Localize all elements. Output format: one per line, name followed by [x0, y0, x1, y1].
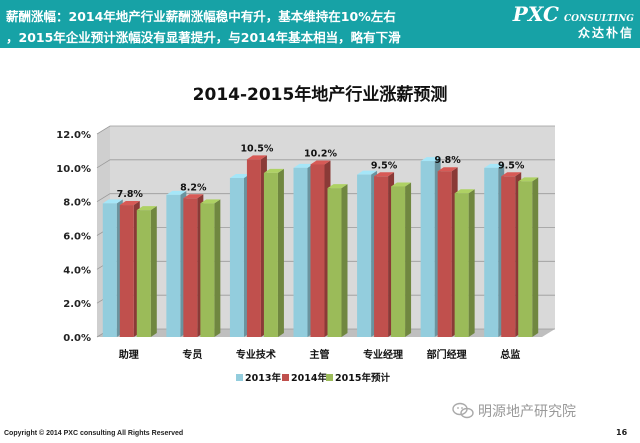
legend-label-2013年: 2013年 — [245, 372, 281, 384]
header-text-2: ，2015年企业预计涨幅没有显著提升，与2014年基本相当，略有下滑 — [6, 30, 401, 45]
bar-2015年预计-部门经理 — [454, 193, 469, 337]
bar-chart: 0.0% 2.0% 4.0% 6.0% 8.0% 10.0% 12.0% 7.8% 助理 8.2%… — [56, 125, 555, 384]
y-tick-label: 4.0% — [63, 265, 91, 276]
bar-2013年-部门经理 — [420, 161, 435, 337]
gridline — [96, 125, 555, 135]
watermark-text: 明源地产研究院 — [478, 404, 576, 420]
y-tick-label: 0.0% — [63, 333, 91, 344]
bar-top-2014年 — [437, 167, 458, 172]
gridline — [96, 159, 555, 169]
bar-2014年-总监 — [501, 176, 516, 337]
data-label: 10.5% — [240, 143, 273, 154]
y-tick-label: 2.0% — [63, 299, 91, 310]
header-topic: 薪酬涨幅： — [6, 9, 69, 24]
legend-label-2014年: 2014年 — [291, 372, 327, 384]
bar-2014年-专业经理 — [374, 176, 389, 337]
bar-top-2013年 — [293, 163, 314, 168]
bar-top-2014年 — [310, 160, 331, 165]
data-label: 9.5% — [371, 160, 398, 171]
page-number: 16 — [616, 428, 628, 437]
company-logo: PXC CONSULTING 众达朴信 — [504, 3, 634, 45]
data-label: 9.8% — [434, 155, 461, 166]
x-category-label: 助理 — [119, 348, 139, 361]
bar-top-2015年预计 — [391, 182, 412, 187]
legend-swatch-2015年预计 — [326, 374, 333, 381]
x-category-label: 部门经理 — [427, 348, 467, 361]
bar-2015年预计-专业经理 — [391, 186, 406, 337]
bar-top-2013年 — [102, 199, 123, 204]
x-category-label: 专员 — [182, 348, 202, 361]
y-tick-label: 12.0% — [56, 130, 91, 141]
bar-side-2015年预计 — [468, 189, 475, 337]
bar-top-2013年 — [166, 190, 187, 195]
bar-2013年-总监 — [484, 167, 499, 337]
bar-2014年-主管 — [310, 164, 325, 337]
bar-2013年-专业技术 — [229, 177, 244, 337]
bar-side-2015年预计 — [405, 182, 412, 337]
bar-2015年预计-助理 — [136, 210, 151, 337]
bar-side-2015年预计 — [532, 177, 539, 337]
y-tick-label: 6.0% — [63, 232, 91, 243]
bar-top-2014年 — [119, 201, 140, 206]
header-text-1: 2014年地产行业薪酬涨幅稳中有升，基本维持在10%左右 — [68, 9, 396, 24]
legend-swatch-2013年 — [236, 374, 243, 381]
bar-2015年预计-主管 — [327, 188, 342, 337]
data-label: 10.2% — [304, 148, 337, 159]
bar-top-2015年预计 — [327, 184, 348, 189]
watermark: 明源地产研究院 — [452, 400, 632, 422]
chart-title: 2014-2015年地产行业涨薪预测 — [192, 85, 448, 105]
logo-chinese-text: 众达朴信 — [577, 26, 634, 40]
bar-2014年-专业技术 — [246, 159, 261, 337]
bar-top-2014年 — [246, 155, 267, 160]
bar-top-2015年预计 — [263, 168, 284, 173]
bar-side-2015年预计 — [341, 184, 348, 337]
bar-2013年-主管 — [293, 167, 308, 337]
y-tick-label: 8.0% — [63, 198, 91, 209]
y-tick-label: 10.0% — [56, 164, 91, 175]
bar-top-2013年 — [229, 173, 250, 178]
bar-side-2015年预计 — [277, 168, 284, 337]
bar-2013年-专业经理 — [357, 174, 372, 337]
legend-label-2015年预计: 2015年预计 — [335, 372, 390, 384]
bar-2014年-专员 — [183, 198, 198, 337]
header-line-2: ，2015年企业预计涨幅没有显著提升，与2014年基本相当，略有下滑 — [6, 27, 401, 46]
wechat-icon — [452, 402, 474, 419]
header-line-1: 薪酬涨幅：2014年地产行业薪酬涨幅稳中有升，基本维持在10%左右 — [6, 6, 396, 25]
legend-swatch-2014年 — [282, 374, 289, 381]
header-banner: 薪酬涨幅：2014年地产行业薪酬涨幅稳中有升，基本维持在10%左右 ，2015年… — [0, 0, 640, 48]
bar-top-2013年 — [357, 170, 378, 175]
bar-2014年-助理 — [119, 205, 134, 337]
bar-2014年-部门经理 — [437, 171, 452, 337]
bar-top-2013年 — [420, 157, 441, 162]
logo-main-text: PXC — [512, 2, 559, 26]
bar-top-2014年 — [501, 172, 522, 177]
bar-2015年预计-总监 — [518, 181, 533, 337]
bar-top-2014年 — [183, 194, 204, 199]
bar-top-2014年 — [374, 172, 395, 177]
bar-top-2013年 — [484, 163, 505, 168]
data-label: 8.2% — [180, 182, 207, 193]
data-label: 7.8% — [117, 189, 144, 200]
bar-top-2015年预计 — [136, 206, 157, 211]
data-label: 9.5% — [498, 160, 525, 171]
bar-side-2015年预计 — [150, 206, 157, 337]
x-category-label: 专业经理 — [363, 348, 403, 361]
bar-top-2015年预计 — [518, 177, 539, 182]
bar-top-2015年预计 — [454, 189, 475, 194]
bar-2013年-专员 — [166, 194, 181, 337]
bar-2013年-助理 — [102, 203, 117, 337]
logo-sub-text: CONSULTING — [564, 14, 634, 24]
x-category-label: 总监 — [500, 348, 520, 361]
bar-2015年预计-专员 — [200, 203, 215, 337]
bar-side-2015年预计 — [214, 199, 221, 337]
bar-top-2015年预计 — [200, 199, 221, 204]
copyright: Copyright © 2014 PXC consulting All Righ… — [4, 430, 184, 437]
bar-2015年预计-专业技术 — [263, 172, 278, 337]
x-category-label: 专业技术 — [236, 348, 276, 361]
x-category-label: 主管 — [310, 348, 330, 361]
